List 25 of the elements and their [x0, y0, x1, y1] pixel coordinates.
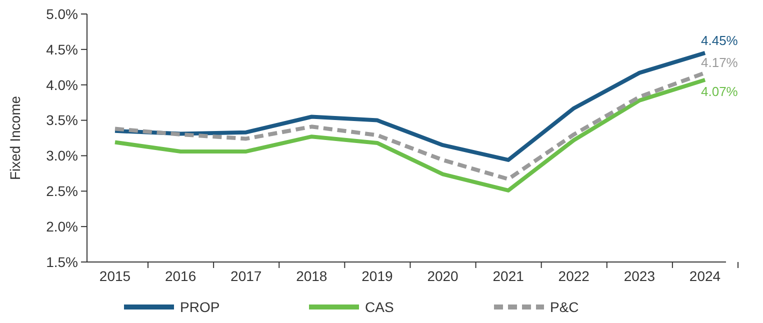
legend-label: PROP — [180, 298, 220, 315]
x-tick-label: 2022 — [558, 268, 590, 284]
x-tick-label: 2020 — [427, 268, 459, 284]
y-tick-label: 5.0% — [46, 6, 78, 22]
x-tick-label: 2017 — [230, 268, 262, 284]
y-tick-label: 4.5% — [46, 41, 78, 58]
x-tick-label: 2023 — [624, 268, 656, 284]
y-tick-label: 1.5% — [46, 254, 78, 270]
legend-label: P&C — [550, 298, 579, 315]
data-label: 4.17% — [701, 54, 738, 70]
legend-label: CAS — [365, 298, 394, 315]
x-tick-label: 2021 — [492, 268, 524, 284]
y-tick-label: 3.0% — [46, 148, 78, 164]
y-axis-title: Fixed Income — [7, 96, 23, 180]
y-tick-label: 2.5% — [46, 183, 78, 200]
x-tick-label: 2018 — [296, 268, 328, 284]
x-tick-label: 2024 — [689, 268, 721, 284]
x-tick-label: 2019 — [362, 268, 394, 284]
data-label: 4.45% — [701, 32, 738, 48]
y-tick-label: 3.5% — [46, 112, 78, 128]
y-tick-label: 2.0% — [46, 218, 78, 234]
x-tick-label: 2015 — [99, 268, 131, 284]
y-tick-label: 4.0% — [46, 76, 78, 93]
data-label: 4.07% — [701, 84, 738, 99]
x-tick-label: 2016 — [164, 268, 196, 284]
